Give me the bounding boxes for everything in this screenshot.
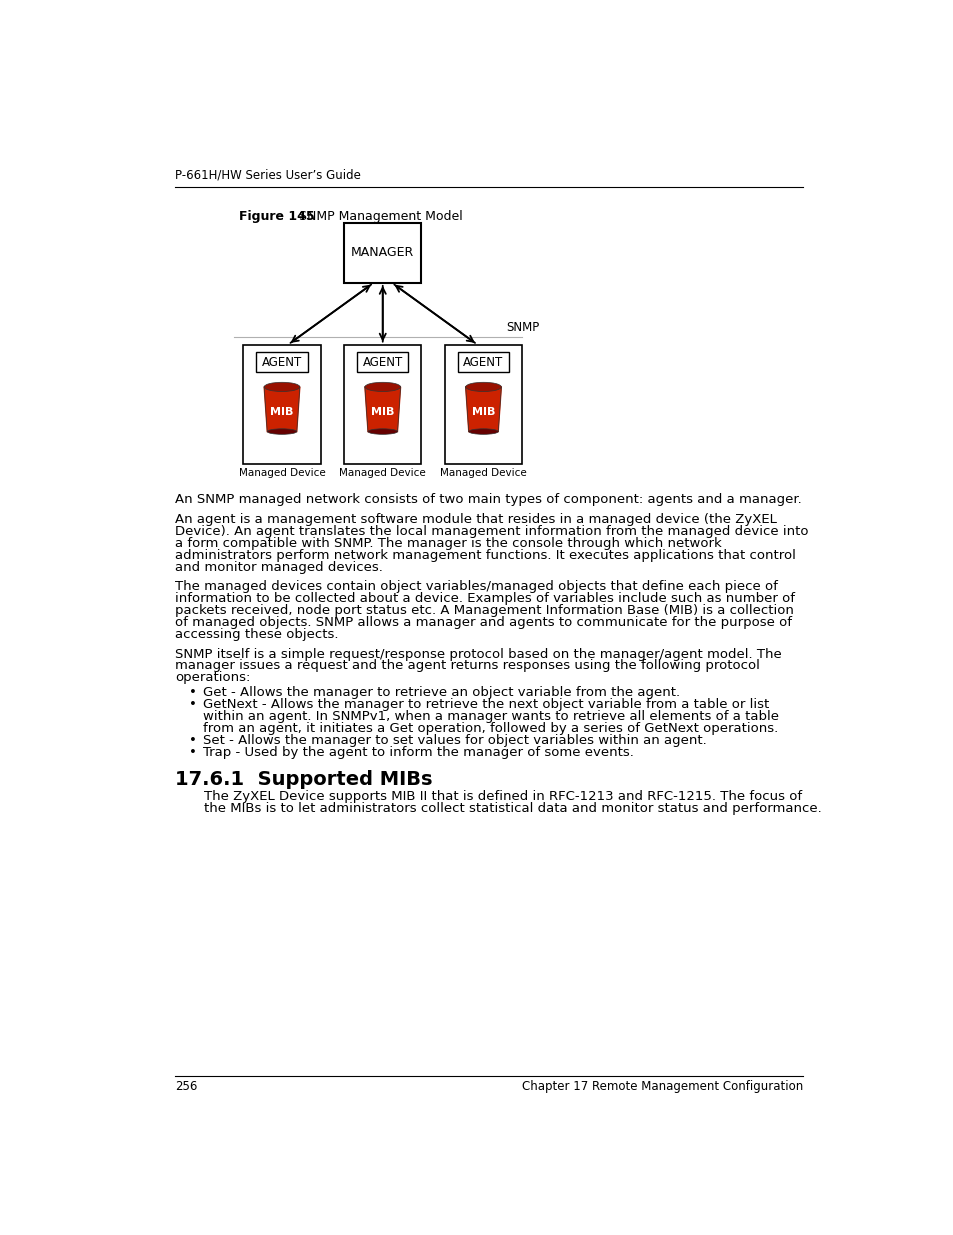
- Polygon shape: [465, 387, 500, 431]
- Text: Set - Allows the manager to set values for object variables within an agent.: Set - Allows the manager to set values f…: [203, 734, 706, 747]
- Text: Chapter 17 Remote Management Configuration: Chapter 17 Remote Management Configurati…: [521, 1079, 802, 1093]
- Text: MANAGER: MANAGER: [351, 247, 414, 259]
- Bar: [356, 352, 408, 372]
- Text: AGENT: AGENT: [362, 356, 402, 369]
- Ellipse shape: [468, 429, 497, 435]
- Text: MIB: MIB: [270, 408, 294, 417]
- Text: administrators perform network management functions. It executes applications th: administrators perform network managemen…: [174, 548, 795, 562]
- Text: SNMP Management Model: SNMP Management Model: [291, 210, 462, 222]
- Bar: [344, 345, 421, 464]
- Polygon shape: [264, 387, 299, 431]
- Text: Get - Allows the manager to retrieve an object variable from the agent.: Get - Allows the manager to retrieve an …: [203, 687, 679, 699]
- Text: P-661H/HW Series User’s Guide: P-661H/HW Series User’s Guide: [174, 168, 360, 182]
- Text: information to be collected about a device. Examples of variables include such a: information to be collected about a devi…: [174, 592, 794, 605]
- Bar: [457, 352, 509, 372]
- Text: Managed Device: Managed Device: [339, 468, 426, 478]
- Text: An agent is a management software module that resides in a managed device (the Z: An agent is a management software module…: [174, 513, 776, 526]
- Bar: [344, 222, 421, 283]
- Text: MIB: MIB: [371, 408, 394, 417]
- Text: Figure 145: Figure 145: [239, 210, 314, 222]
- Text: manager issues a request and the agent returns responses using the following pro: manager issues a request and the agent r…: [174, 659, 760, 673]
- Text: AGENT: AGENT: [463, 356, 503, 369]
- Ellipse shape: [368, 429, 397, 435]
- Text: MIB: MIB: [472, 408, 495, 417]
- Text: and monitor managed devices.: and monitor managed devices.: [174, 561, 382, 573]
- Text: Device). An agent translates the local management information from the managed d: Device). An agent translates the local m…: [174, 525, 808, 537]
- Bar: [243, 345, 320, 464]
- Ellipse shape: [267, 429, 296, 435]
- Ellipse shape: [365, 383, 400, 391]
- Text: packets received, node port status etc. A Management Information Base (MIB) is a: packets received, node port status etc. …: [174, 604, 793, 618]
- Text: a form compatible with SNMP. The manager is the console through which network: a form compatible with SNMP. The manager…: [174, 537, 721, 550]
- Text: operations:: operations:: [174, 672, 250, 684]
- Text: Managed Device: Managed Device: [238, 468, 325, 478]
- Text: The ZyXEL Device supports MIB II that is defined in RFC-1213 and RFC-1215. The f: The ZyXEL Device supports MIB II that is…: [204, 790, 801, 804]
- Text: AGENT: AGENT: [262, 356, 302, 369]
- Text: accessing these objects.: accessing these objects.: [174, 627, 338, 641]
- Text: from an agent, it initiates a Get operation, followed by a series of GetNext ope: from an agent, it initiates a Get operat…: [203, 722, 778, 735]
- Text: SNMP itself is a simple request/response protocol based on the manager/agent mod: SNMP itself is a simple request/response…: [174, 647, 781, 661]
- Text: •: •: [189, 687, 196, 699]
- Text: 17.6.1  Supported MIBs: 17.6.1 Supported MIBs: [174, 771, 432, 789]
- Polygon shape: [365, 387, 400, 431]
- Text: the MIBs is to let administrators collect statistical data and monitor status an: the MIBs is to let administrators collec…: [204, 803, 821, 815]
- Text: Managed Device: Managed Device: [439, 468, 526, 478]
- Text: The managed devices contain object variables/managed objects that define each pi: The managed devices contain object varia…: [174, 580, 777, 593]
- Ellipse shape: [465, 383, 500, 391]
- Text: •: •: [189, 698, 196, 711]
- Text: GetNext - Allows the manager to retrieve the next object variable from a table o: GetNext - Allows the manager to retrieve…: [203, 698, 768, 711]
- Bar: [256, 352, 307, 372]
- Text: of managed objects. SNMP allows a manager and agents to communicate for the purp: of managed objects. SNMP allows a manage…: [174, 616, 791, 629]
- Text: •: •: [189, 746, 196, 760]
- Text: 256: 256: [174, 1079, 197, 1093]
- Bar: [444, 345, 521, 464]
- Text: An SNMP managed network consists of two main types of component: agents and a ma: An SNMP managed network consists of two …: [174, 493, 801, 506]
- Text: Trap - Used by the agent to inform the manager of some events.: Trap - Used by the agent to inform the m…: [203, 746, 633, 760]
- Text: within an agent. In SNMPv1, when a manager wants to retrieve all elements of a t: within an agent. In SNMPv1, when a manag…: [203, 710, 779, 724]
- Text: •: •: [189, 734, 196, 747]
- Ellipse shape: [264, 383, 299, 391]
- Text: SNMP: SNMP: [506, 321, 539, 333]
